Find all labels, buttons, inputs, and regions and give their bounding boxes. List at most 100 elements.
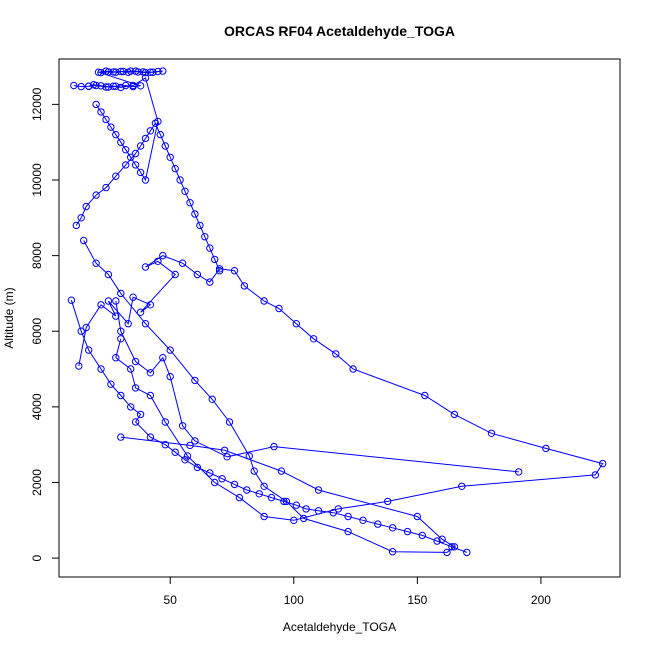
data-point: [146, 433, 155, 441]
data-point: [122, 146, 130, 154]
data-point: [124, 320, 132, 328]
data-point: [161, 441, 170, 449]
data-point: [112, 297, 120, 305]
data-point: [260, 512, 268, 521]
data-point: [230, 480, 239, 489]
data-point: [438, 535, 446, 543]
data-point: [136, 308, 145, 316]
data-point: [154, 117, 162, 126]
data-point: [112, 82, 120, 90]
data-point: [183, 452, 192, 460]
data-point: [443, 548, 451, 557]
data-point: [215, 267, 224, 275]
series-line: [70, 300, 467, 553]
series-line: [73, 70, 163, 88]
y-tick-label: 10000: [30, 163, 44, 197]
data-point: [220, 446, 229, 454]
data-point: [178, 422, 187, 430]
data-point: [349, 365, 357, 373]
data-point: [117, 83, 125, 92]
data-point: [211, 478, 219, 487]
data-point: [260, 482, 268, 490]
y-axis-label: Altitude (m): [2, 287, 16, 348]
series-line: [83, 240, 456, 553]
data-point: [240, 282, 249, 290]
data-point: [206, 469, 214, 477]
data-point: [117, 327, 125, 335]
data-point: [104, 68, 113, 76]
data-point: [92, 191, 100, 199]
data-point: [418, 531, 426, 540]
data-point: [277, 467, 286, 475]
y-axis: 0 2000 4000 6000 8000 10000 12000: [30, 87, 60, 561]
data-point: [85, 346, 93, 354]
data-point: [127, 365, 135, 373]
data-point: [94, 68, 103, 76]
data-point: [117, 391, 125, 400]
data-point: [107, 123, 115, 131]
data-point: [515, 468, 523, 476]
data-point: [275, 304, 283, 313]
data-point: [122, 81, 130, 90]
data-point: [388, 548, 397, 556]
data-point: [201, 233, 209, 241]
data-point: [196, 221, 204, 230]
data-point: [191, 210, 199, 218]
data-point: [112, 130, 120, 139]
data-point: [359, 516, 367, 524]
data-point: [129, 293, 137, 301]
data-point: [117, 67, 125, 76]
data-point: [102, 115, 110, 124]
series-line: [78, 255, 604, 521]
data-point: [159, 67, 167, 75]
data-point: [344, 512, 352, 521]
data-point: [302, 505, 310, 513]
y-tick-label: 4000: [30, 393, 44, 420]
data-point: [92, 100, 100, 109]
data-point: [270, 442, 278, 451]
series-line: [115, 300, 519, 473]
data-point: [92, 259, 100, 267]
data-point: [127, 153, 135, 162]
plot-area: [67, 67, 607, 557]
data-point: [136, 168, 145, 177]
data-point: [433, 537, 441, 545]
data-point: [344, 527, 352, 536]
data-point: [141, 134, 150, 143]
data-point: [136, 82, 145, 90]
data-point: [82, 202, 90, 211]
data-point: [156, 130, 165, 139]
data-point: [104, 83, 113, 91]
data-point: [309, 335, 318, 343]
data-point: [171, 448, 179, 456]
data-point: [230, 267, 239, 275]
data-point: [487, 429, 496, 437]
data-point: [89, 81, 98, 89]
x-tick-label: 50: [164, 593, 178, 607]
data-point: [290, 516, 298, 524]
data-point: [448, 543, 456, 551]
data-point: [141, 320, 150, 328]
data-point: [458, 482, 466, 490]
data-point: [171, 270, 179, 279]
data-point: [250, 467, 258, 475]
data-point: [181, 187, 189, 196]
data-point: [82, 323, 90, 332]
data-point: [463, 548, 471, 557]
data-point: [384, 497, 392, 506]
data-point: [97, 68, 105, 77]
data-point: [122, 161, 130, 169]
x-axis-label: Acetaldehyde_TOGA: [283, 620, 396, 634]
data-point: [260, 297, 268, 305]
data-point: [97, 365, 105, 373]
data-point: [243, 486, 251, 494]
y-tick-label: 2000: [30, 469, 44, 496]
data-point: [186, 441, 194, 450]
data-point: [161, 142, 170, 150]
data-point: [154, 257, 162, 265]
data-point: [102, 183, 110, 192]
data-point: [191, 437, 199, 445]
data-point: [117, 335, 125, 343]
data-point: [218, 475, 226, 483]
data-point: [159, 354, 167, 362]
